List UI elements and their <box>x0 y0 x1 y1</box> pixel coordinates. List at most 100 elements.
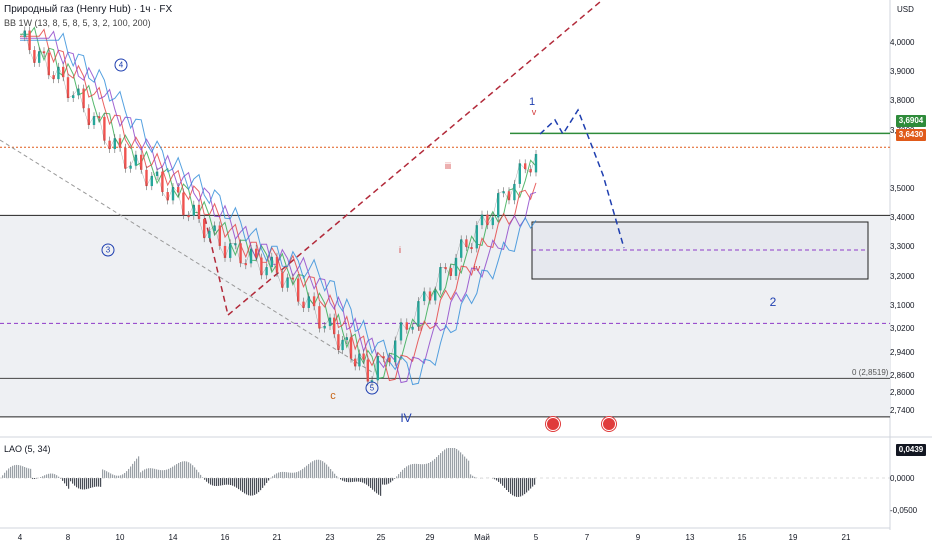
candle-body <box>354 358 357 367</box>
candle-body <box>47 52 50 76</box>
osc-bar <box>288 472 290 478</box>
candle-body <box>150 175 153 187</box>
osc-bar <box>468 460 470 478</box>
osc-bar <box>218 478 220 486</box>
osc-bar <box>212 478 214 486</box>
candle-body <box>358 353 361 367</box>
candle-body <box>513 183 516 201</box>
time-axis-label: 21 <box>841 533 851 542</box>
osc-bar <box>150 468 152 478</box>
osc-bar <box>406 466 408 478</box>
candle-body <box>98 116 101 119</box>
candle-body <box>87 108 90 126</box>
osc-bar <box>258 478 260 493</box>
candle-body <box>302 301 305 308</box>
channel-leg <box>204 217 229 316</box>
osc-bar <box>64 478 66 484</box>
osc-bar <box>520 478 522 497</box>
candle-body <box>337 334 340 351</box>
osc-bar <box>98 478 100 487</box>
osc-bar <box>330 468 332 478</box>
us-flag-event-icon[interactable] <box>602 417 616 431</box>
osc-bar <box>336 475 338 478</box>
wave-label-v: v <box>531 107 537 117</box>
currency-label[interactable]: USD <box>897 5 914 14</box>
osc-bar <box>412 464 414 478</box>
osc-bar <box>356 478 358 482</box>
osc-bar <box>378 478 380 495</box>
osc-bar <box>286 472 288 478</box>
osc-bar <box>272 476 274 478</box>
osc-bar <box>140 472 142 478</box>
candle-body <box>52 75 55 80</box>
circle-label-3: 3 <box>101 243 115 257</box>
osc-bar <box>350 478 352 483</box>
osc-value-tag: 0,0439 <box>896 444 926 456</box>
osc-bar <box>294 472 296 478</box>
candle-body <box>323 326 326 329</box>
osc-bar <box>210 478 212 485</box>
osc-bar <box>32 478 34 480</box>
candle-body <box>33 50 36 63</box>
osc-bar <box>60 478 62 479</box>
indicator-label: BB 1W (13, 8, 5, 8, 5, 3, 2, 100, 200) <box>4 18 151 28</box>
candle-body <box>108 140 111 150</box>
osc-bar <box>266 478 268 483</box>
osc-bar <box>300 470 302 478</box>
candle-body <box>388 357 391 363</box>
osc-bar <box>52 473 54 478</box>
price-tag-orange: 3,6430 <box>896 129 926 141</box>
osc-bar <box>66 478 68 487</box>
candle-body <box>187 215 190 218</box>
osc-bar <box>220 478 222 486</box>
osc-bar <box>462 454 464 478</box>
osc-bar <box>152 468 154 478</box>
osc-bar <box>14 465 16 478</box>
osc-bar <box>296 472 298 478</box>
osc-bar <box>194 467 196 478</box>
time-axis-label: 4 <box>17 533 23 542</box>
candle-body <box>534 153 538 173</box>
osc-bar <box>188 462 190 478</box>
candle-body <box>72 95 75 99</box>
candle-body <box>62 66 65 78</box>
candle-body <box>177 187 180 193</box>
osc-bar <box>96 478 98 487</box>
osc-bar <box>174 465 176 478</box>
osc-bar <box>90 478 92 488</box>
candle-body <box>134 154 138 166</box>
osc-bar <box>518 478 520 497</box>
price-axis-label: 3,2000 <box>890 271 915 281</box>
wave-label-ii: ii <box>418 323 422 333</box>
osc-bar <box>264 478 266 486</box>
osc-bar <box>106 471 108 478</box>
osc-bar <box>112 474 114 478</box>
us-flag-event-icon[interactable] <box>546 417 560 431</box>
candle-body <box>465 239 468 248</box>
candle-body <box>341 339 344 351</box>
osc-bar <box>198 472 200 478</box>
candle-body <box>140 154 143 170</box>
osc-bar <box>138 456 140 478</box>
candle-body <box>405 322 408 330</box>
osc-bar <box>494 478 496 480</box>
osc-bar <box>224 478 226 485</box>
osc-bar <box>214 478 216 486</box>
osc-bar <box>134 461 136 478</box>
osc-bar <box>146 468 148 478</box>
candle-body <box>491 217 494 226</box>
osc-bar <box>428 463 430 478</box>
time-axis-label: 29 <box>425 533 435 542</box>
time-axis-label: 10 <box>115 533 125 542</box>
osc-bar <box>516 478 518 497</box>
osc-bar <box>508 478 510 493</box>
osc-bar <box>366 478 368 485</box>
candle-body <box>399 322 403 341</box>
osc-bar <box>16 464 18 478</box>
osc-bar <box>176 464 178 478</box>
osc-bar <box>252 478 254 496</box>
osc-bar <box>84 478 86 490</box>
osc-bar <box>80 478 82 490</box>
